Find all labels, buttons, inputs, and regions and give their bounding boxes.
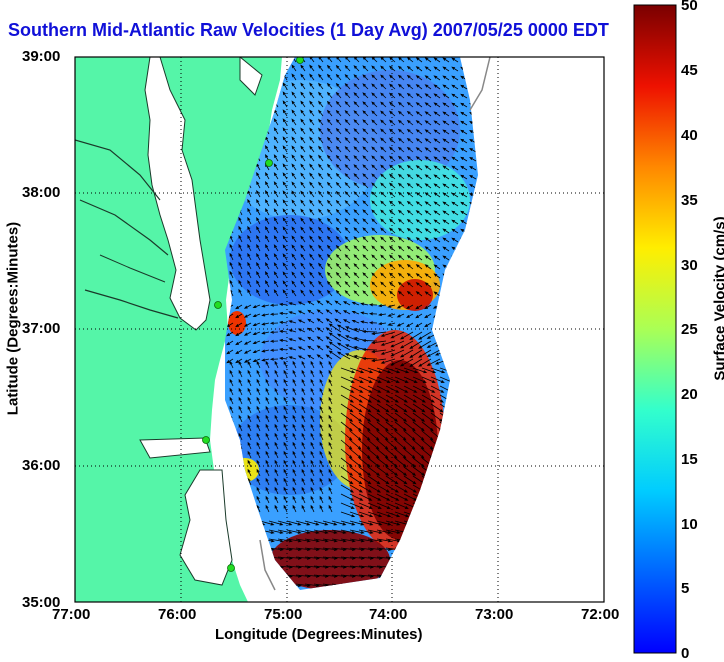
x-tick: 77:00: [52, 606, 90, 623]
colorbar: [634, 5, 676, 653]
colorbar-tick: 50: [681, 0, 698, 14]
colorbar-tick: 40: [681, 127, 698, 144]
y-tick: 37:00: [22, 320, 60, 337]
station-marker: [215, 302, 222, 309]
colorbar-tick: 15: [681, 451, 698, 468]
x-tick: 72:00: [581, 606, 619, 623]
colorbar-tick: 10: [681, 516, 698, 533]
x-tick: 76:00: [158, 606, 196, 623]
colorbar-tick: 0: [681, 645, 689, 662]
colorbar-label: Surface Velocity (cm/s): [712, 199, 724, 399]
colorbar-tick: 35: [681, 192, 698, 209]
colorbar-tick: 5: [681, 580, 689, 597]
x-tick: 74:00: [369, 606, 407, 623]
y-axis-label: Latitude (Degrees:Minutes): [5, 214, 22, 424]
colorbar-tick: 45: [681, 62, 698, 79]
colorbar-tick: 30: [681, 257, 698, 274]
colorbar-tick: 20: [681, 386, 698, 403]
station-marker: [228, 565, 235, 572]
station-marker: [266, 160, 273, 167]
station-marker: [203, 437, 210, 444]
y-tick: 39:00: [22, 48, 60, 65]
x-tick: 75:00: [264, 606, 302, 623]
y-tick: 36:00: [22, 457, 60, 474]
y-tick: 38:00: [22, 184, 60, 201]
x-axis-label: Longitude (Degrees:Minutes): [215, 626, 423, 643]
colorbar-tick: 25: [681, 321, 698, 338]
x-tick: 73:00: [475, 606, 513, 623]
